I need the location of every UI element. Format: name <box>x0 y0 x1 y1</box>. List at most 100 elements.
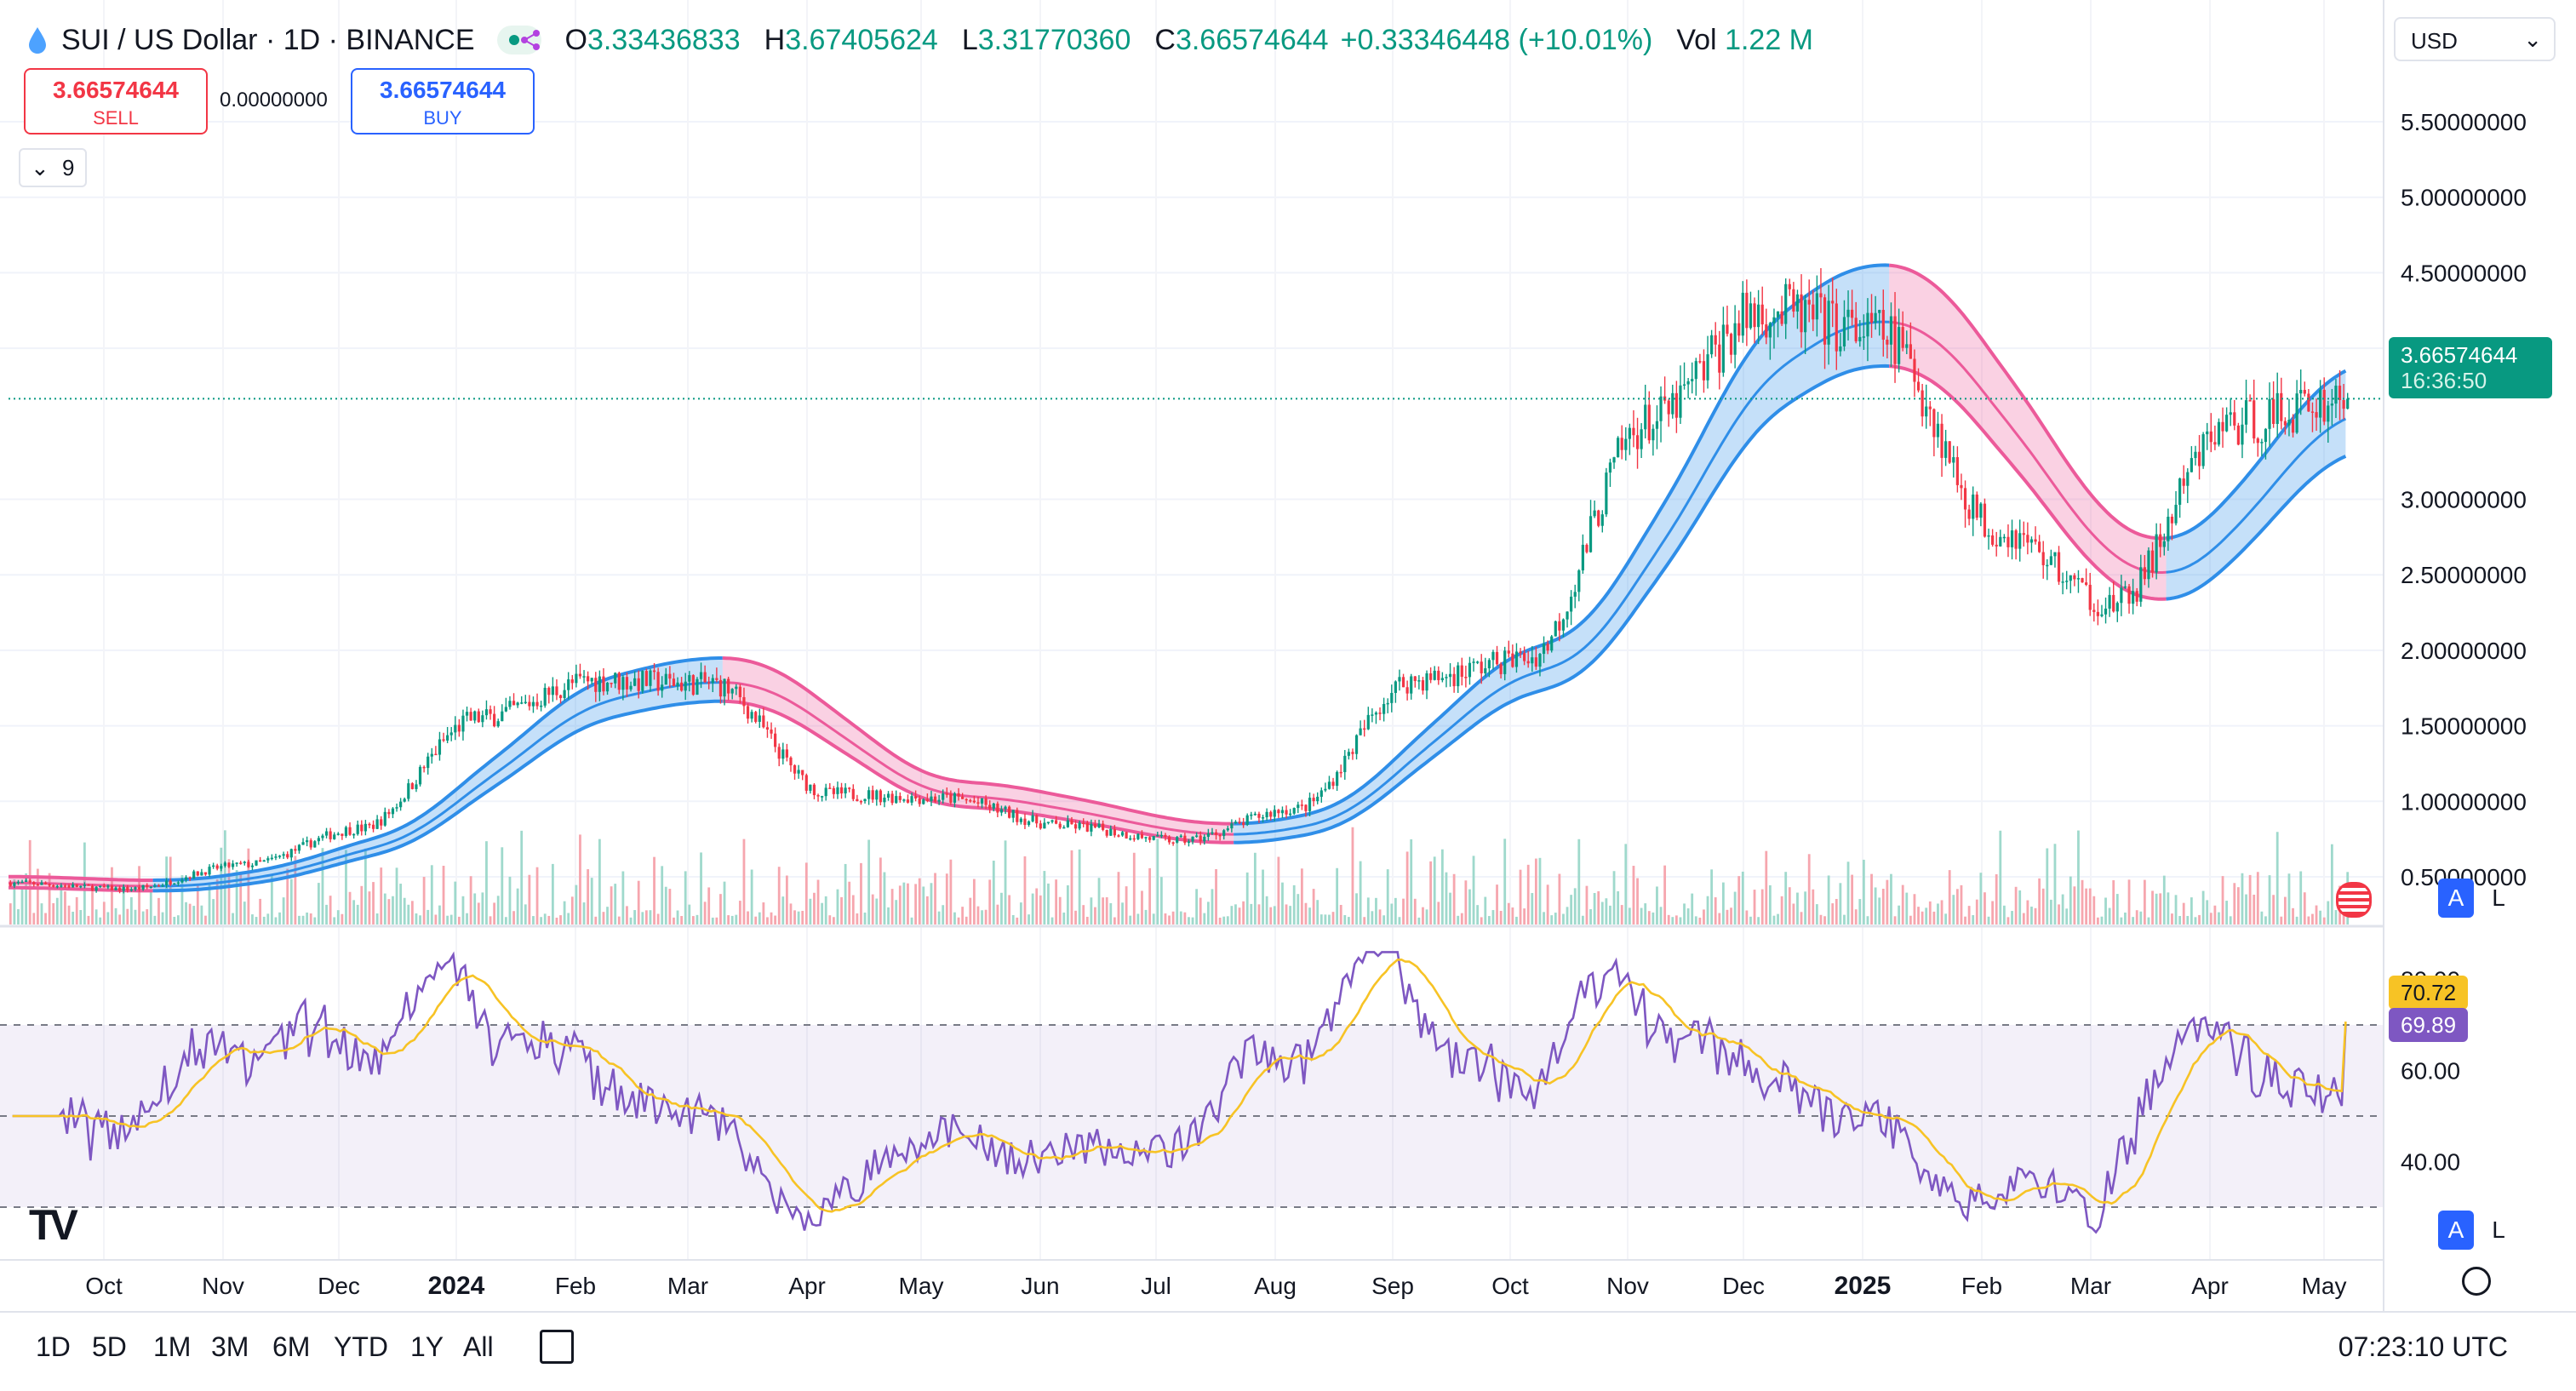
volume-bar <box>2256 872 2259 924</box>
volume-bar <box>266 913 270 924</box>
buy-button[interactable]: 3.66574644 BUY <box>351 68 535 135</box>
market-status-badge[interactable] <box>496 26 541 54</box>
range-1d[interactable]: 1D <box>36 1331 71 1362</box>
range-5d[interactable]: 5D <box>92 1331 127 1362</box>
time-tick-label: Feb <box>555 1273 596 1299</box>
volume-bar <box>1375 897 1377 924</box>
volume-bar <box>1749 916 1752 924</box>
volume-bar <box>75 896 78 924</box>
volume-bar <box>1066 884 1069 924</box>
volume-bar <box>118 914 122 924</box>
volume-bar <box>1862 859 1865 924</box>
ma-band-upper <box>2166 369 2347 541</box>
candle-body <box>25 880 28 882</box>
volume-bar <box>368 891 371 924</box>
volume-bar <box>2058 904 2060 924</box>
range-3m[interactable]: 3M <box>211 1331 249 1362</box>
candle-body <box>1257 813 1261 818</box>
range-6m[interactable]: 6M <box>272 1331 311 1362</box>
candle-body <box>438 739 442 755</box>
candle-body <box>664 673 667 685</box>
candle-body <box>570 679 574 684</box>
volume-bar <box>13 879 16 924</box>
utc-clock[interactable]: 07:23:10 UTC <box>2338 1331 2508 1362</box>
volume-bar <box>1772 915 1776 924</box>
candle-body <box>1019 818 1022 822</box>
volume-bar <box>1780 896 1783 924</box>
volume-bar <box>383 893 386 924</box>
currency-select[interactable]: USD ⌄ <box>2394 17 2556 61</box>
candle-body <box>2069 575 2072 581</box>
volume-bar <box>2268 875 2271 924</box>
candle-body <box>785 749 788 758</box>
range-1y[interactable]: 1Y <box>410 1331 444 1362</box>
sell-button[interactable]: 3.66574644 SELL <box>24 68 208 135</box>
volume-bar <box>1402 898 1405 924</box>
candle-body <box>484 709 489 716</box>
candle-body <box>1815 293 1818 320</box>
volume-bar <box>1784 872 1788 924</box>
symbol-title[interactable]: SUI / US Dollar · 1D · BINANCE <box>61 23 475 56</box>
volume-bar <box>1721 882 1725 924</box>
volume-bar <box>60 886 63 924</box>
candle-body <box>146 884 149 887</box>
candle-body <box>2159 534 2162 547</box>
candle-body <box>598 676 601 692</box>
auto-scale-button[interactable]: A <box>2438 879 2474 918</box>
volume-bar <box>1413 898 1417 924</box>
volume-bar <box>87 915 90 924</box>
time-tick-label: Mar <box>2070 1273 2111 1299</box>
price-tick-label: 1.50000000 <box>2401 713 2527 740</box>
candle-body <box>67 885 71 888</box>
candle-body <box>1749 303 1753 329</box>
rsi-auto-scale-button[interactable]: A <box>2438 1211 2474 1250</box>
candle-body <box>2303 390 2306 394</box>
date-range-calendar-icon[interactable] <box>540 1330 574 1364</box>
volume-bar <box>1804 891 1807 924</box>
indicators-toggle[interactable]: ⌄ 9 <box>19 148 87 187</box>
volume-bar <box>1328 914 1331 924</box>
volume-bar <box>2124 912 2127 924</box>
volume-bar <box>1304 902 1308 924</box>
candle-body <box>2260 442 2264 444</box>
volume-bar <box>890 889 894 924</box>
candle-body <box>1600 514 1604 526</box>
chart-legend: SUI / US Dollar · 1D · BINANCE O3.334368… <box>26 19 1813 61</box>
candle-body <box>1390 692 1394 703</box>
candle-body <box>1932 409 1936 438</box>
candle-body <box>243 862 246 863</box>
volume-bar <box>1300 868 1303 924</box>
volume-bar <box>380 867 383 924</box>
volume-bar <box>637 880 640 924</box>
settings-gear-icon[interactable] <box>2462 1267 2491 1296</box>
candle-body <box>446 735 449 741</box>
volume-bar <box>94 909 98 924</box>
chevron-down-icon: ⌄ <box>2523 26 2542 52</box>
time-tick-label: Sep <box>1371 1273 1414 1299</box>
volume-bar <box>1874 887 1877 924</box>
range-all[interactable]: All <box>463 1331 494 1362</box>
volume-bar <box>426 909 430 924</box>
candle-body <box>953 793 957 803</box>
candle-body <box>1312 798 1315 802</box>
volume-bar <box>508 876 512 924</box>
candle-body <box>933 796 937 802</box>
range-ytd[interactable]: YTD <box>334 1331 388 1362</box>
candle-body <box>176 882 180 884</box>
candle-body <box>278 856 282 857</box>
volume-bar <box>2315 905 2318 924</box>
high-label: H <box>764 23 786 56</box>
candle-body <box>454 724 457 733</box>
rsi-log-scale-button[interactable]: L <box>2492 1216 2505 1243</box>
range-1m[interactable]: 1M <box>153 1331 192 1362</box>
volume-bar <box>2100 916 2104 924</box>
volume-bar <box>2295 916 2298 924</box>
candle-body <box>1624 438 1628 450</box>
chart-canvas[interactable]: 5.500000005.000000004.500000004.00000000… <box>0 0 2576 1311</box>
volume-bar <box>1745 910 1749 924</box>
candle-body <box>282 854 285 856</box>
log-scale-button[interactable]: L <box>2492 884 2505 911</box>
candle-body <box>1066 820 1069 827</box>
candle-body <box>2225 415 2229 432</box>
